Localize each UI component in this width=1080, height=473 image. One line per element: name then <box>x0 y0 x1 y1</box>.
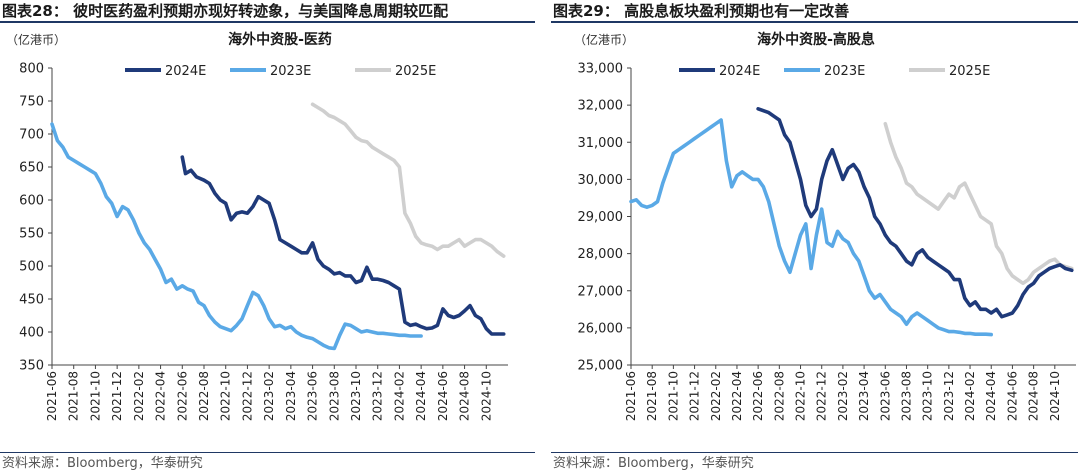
legend-label: 2025E <box>395 64 436 79</box>
x-tick-label: 2021-10 <box>666 371 680 421</box>
x-tick-label: 2024-10 <box>479 371 493 421</box>
y-tick-label: 32,000 <box>578 99 624 114</box>
y-tick-label: 31,000 <box>578 136 624 151</box>
legend-label: 2023E <box>824 64 865 79</box>
x-tick-label: 2022-06 <box>175 371 189 421</box>
x-tick-label: 2021-08 <box>67 371 81 421</box>
figure-title-right: 图表29： 高股息板块盈利预期也有一定改善 <box>553 2 850 20</box>
x-tick-label: 2021-10 <box>88 371 102 421</box>
x-tick-label: 2022-02 <box>709 371 723 421</box>
x-tick-label: 2022-12 <box>815 371 829 421</box>
x-tick-label: 2022-12 <box>240 371 254 421</box>
title-rule-right <box>551 21 1078 23</box>
bottom-rule-right <box>551 452 1078 453</box>
x-tick-label: 2024-06 <box>436 371 450 421</box>
y-tick-label: 26,000 <box>578 321 624 336</box>
series-line-2024E <box>756 107 1074 319</box>
y-tick-label: 33,000 <box>578 62 624 77</box>
title-rule-left <box>0 21 535 23</box>
y-tick-label: 29,000 <box>578 210 624 225</box>
y-tick-label: 28,000 <box>578 247 624 262</box>
x-tick-label: 2021-06 <box>45 371 59 421</box>
x-tick-label: 2024-08 <box>1027 371 1041 421</box>
x-tick-label: 2023-12 <box>942 371 956 421</box>
unit-label: （亿港币） <box>6 32 66 47</box>
x-tick-label: 2024-06 <box>1005 371 1019 421</box>
source-note-right: 资料来源：Bloomberg，华泰研究 <box>553 456 754 471</box>
legend-label: 2023E <box>270 64 311 79</box>
x-tick-label: 2023-04 <box>857 371 871 421</box>
legend-label: 2024E <box>719 64 760 79</box>
x-tick-label: 2023-08 <box>327 371 341 421</box>
series-line-2023E <box>629 118 994 337</box>
x-tick-label: 2022-08 <box>197 371 211 421</box>
x-tick-label: 2023-02 <box>262 371 276 421</box>
y-tick-label: 550 <box>19 227 44 242</box>
x-tick-label: 2023-02 <box>836 371 850 421</box>
y-tick-label: 500 <box>19 260 44 275</box>
x-tick-label: 2022-10 <box>219 371 233 421</box>
x-tick-label: 2021-08 <box>645 371 659 421</box>
x-tick-label: 2024-04 <box>414 371 428 421</box>
unit-label: （亿港币） <box>574 32 634 47</box>
x-tick-label: 2023-06 <box>878 371 892 421</box>
x-tick-label: 2024-10 <box>1048 371 1062 421</box>
x-tick-label: 2023-06 <box>306 371 320 421</box>
x-tick-label: 2022-02 <box>132 371 146 421</box>
x-tick-label: 2023-08 <box>899 371 913 421</box>
x-tick-label: 2022-10 <box>794 371 808 421</box>
legend-label: 2024E <box>165 64 206 79</box>
x-tick-label: 2023-10 <box>921 371 935 421</box>
y-tick-label: 700 <box>19 128 44 143</box>
source-note-left: 资料来源：Bloomberg，华泰研究 <box>2 456 203 471</box>
x-tick-label: 2021-12 <box>688 371 702 421</box>
chart-pharma: 海外中资股-医药 （亿港币） 2024E 2023E 2025E 350 400 450 500… <box>6 31 508 421</box>
x-tick-label: 2022-04 <box>730 371 744 421</box>
chart-high-dividend: 海外中资股-高股息 （亿港币） 2024E 2023E 2025E 25,000 26,00… <box>574 31 1076 421</box>
y-tick-label: 350 <box>19 359 44 374</box>
x-tick-label: 2021-06 <box>624 371 638 421</box>
figure-title-left: 图表28： 彼时医药盈利预期亦现好转迹象，与美国降息周期较匹配 <box>2 2 449 20</box>
x-tick-label: 2023-04 <box>284 371 298 421</box>
x-tick-label: 2023-12 <box>371 371 385 421</box>
chart-title: 海外中资股-医药 <box>228 31 332 48</box>
x-tick-label: 2024-02 <box>392 371 406 421</box>
x-tick-label: 2022-04 <box>154 371 168 421</box>
y-tick-label: 450 <box>19 293 44 308</box>
x-tick-label: 2021-12 <box>110 371 124 421</box>
x-tick-label: 2024-08 <box>458 371 472 421</box>
x-tick-label: 2024-02 <box>963 371 977 421</box>
y-tick-label: 400 <box>19 326 44 341</box>
series-line-2023E <box>50 122 423 351</box>
series-line-2025E <box>883 121 1074 286</box>
y-tick-label: 650 <box>19 161 44 176</box>
chart-title: 海外中资股-高股息 <box>757 31 875 48</box>
y-tick-label: 25,000 <box>578 359 624 374</box>
bottom-rule-left <box>0 452 535 453</box>
x-tick-label: 2023-10 <box>349 371 363 421</box>
y-tick-label: 800 <box>19 62 44 77</box>
y-tick-label: 30,000 <box>578 173 624 188</box>
y-tick-label: 750 <box>19 95 44 110</box>
legend-label: 2025E <box>949 64 990 79</box>
x-tick-label: 2024-04 <box>984 371 998 421</box>
series-line-2025E <box>310 102 506 258</box>
series-line-2024E <box>180 155 506 336</box>
y-tick-label: 27,000 <box>578 284 624 299</box>
x-tick-label: 2022-06 <box>751 371 765 421</box>
x-tick-label: 2022-08 <box>772 371 786 421</box>
y-tick-label: 600 <box>19 194 44 209</box>
